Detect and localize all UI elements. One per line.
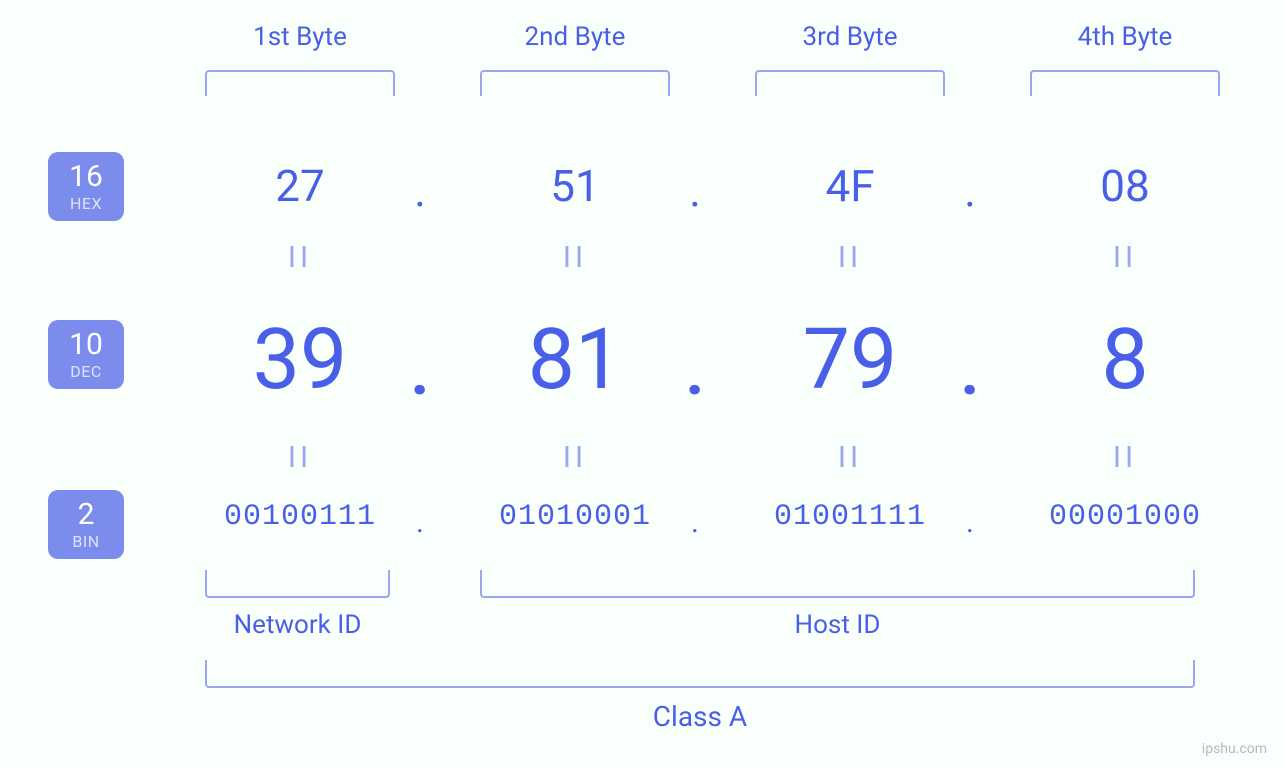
dec-badge-label: DEC xyxy=(48,362,124,381)
network-id-bracket xyxy=(205,570,390,598)
byte-header-1: 1st Byte xyxy=(200,22,400,52)
byte-header-4: 4th Byte xyxy=(1025,22,1225,52)
bin-dot-1: . xyxy=(400,505,440,540)
attribution: ipshu.com xyxy=(1202,741,1267,757)
network-id-label: Network ID xyxy=(205,610,390,640)
bin-badge: 2 BIN xyxy=(48,490,124,559)
eq-dec-bin-4: II xyxy=(1025,440,1225,475)
bin-badge-label: BIN xyxy=(48,532,124,551)
hex-byte-4: 08 xyxy=(1025,160,1225,212)
bin-badge-number: 2 xyxy=(48,500,124,530)
top-bracket-1 xyxy=(205,70,395,96)
hex-dot-3: . xyxy=(950,165,990,217)
top-bracket-3 xyxy=(755,70,945,96)
top-bracket-2 xyxy=(480,70,670,96)
eq-hex-dec-4: II xyxy=(1025,240,1225,275)
class-label: Class A xyxy=(205,700,1195,733)
host-id-label: Host ID xyxy=(480,610,1195,640)
eq-dec-bin-3: II xyxy=(750,440,950,475)
dec-badge: 10 DEC xyxy=(48,320,124,389)
byte-header-2: 2nd Byte xyxy=(475,22,675,52)
hex-byte-2: 51 xyxy=(475,160,675,212)
dec-dot-1: . xyxy=(400,330,440,412)
eq-hex-dec-2: II xyxy=(475,240,675,275)
bin-dot-2: . xyxy=(675,505,715,540)
eq-hex-dec-1: II xyxy=(200,240,400,275)
bin-byte-2: 01010001 xyxy=(460,500,690,534)
dec-badge-number: 10 xyxy=(48,330,124,360)
hex-byte-1: 27 xyxy=(200,160,400,212)
class-bracket xyxy=(205,660,1195,688)
bin-byte-4: 00001000 xyxy=(1010,500,1240,534)
dec-byte-4: 8 xyxy=(1025,310,1225,409)
eq-dec-bin-2: II xyxy=(475,440,675,475)
dec-byte-1: 39 xyxy=(200,310,400,409)
top-bracket-4 xyxy=(1030,70,1220,96)
bin-byte-3: 01001111 xyxy=(735,500,965,534)
eq-dec-bin-1: II xyxy=(200,440,400,475)
hex-dot-1: . xyxy=(400,165,440,217)
hex-badge-label: HEX xyxy=(48,194,124,213)
hex-badge: 16 HEX xyxy=(48,152,124,221)
ip-diagram: 1st Byte 2nd Byte 3rd Byte 4th Byte 16 H… xyxy=(0,0,1285,767)
host-id-bracket xyxy=(480,570,1195,598)
byte-header-3: 3rd Byte xyxy=(750,22,950,52)
hex-dot-2: . xyxy=(675,165,715,217)
hex-byte-3: 4F xyxy=(750,160,950,212)
dec-byte-3: 79 xyxy=(750,310,950,409)
bin-dot-3: . xyxy=(950,505,990,540)
eq-hex-dec-3: II xyxy=(750,240,950,275)
dec-dot-3: . xyxy=(950,330,990,412)
hex-badge-number: 16 xyxy=(48,162,124,192)
dec-dot-2: . xyxy=(675,330,715,412)
dec-byte-2: 81 xyxy=(475,310,675,409)
bin-byte-1: 00100111 xyxy=(185,500,415,534)
